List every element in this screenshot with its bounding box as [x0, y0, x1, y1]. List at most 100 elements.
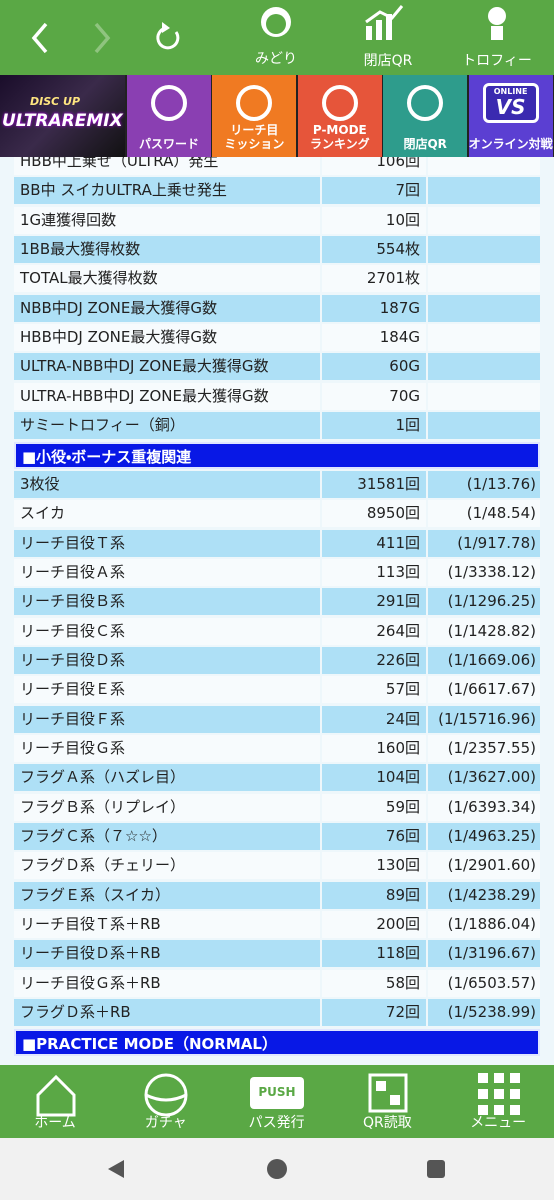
sys-back[interactable] — [108, 1160, 124, 1178]
row-label: サミートロフィー（銅） — [14, 412, 320, 440]
row-ratio: (1/48.54) — [428, 500, 540, 528]
sys-recent[interactable] — [427, 1160, 445, 1178]
badge-top: ONLINE — [493, 87, 528, 96]
row-label: リーチ目役Ｇ系＋RB — [14, 969, 320, 997]
reload-button[interactable] — [156, 22, 180, 50]
bottom-nav-item[interactable]: メニュー — [443, 1065, 553, 1138]
row-label: リーチ目役Ｄ系 — [14, 646, 320, 674]
system-nav — [0, 1138, 554, 1200]
trophy-icon — [488, 7, 506, 40]
menu-item[interactable]: パスワード — [127, 75, 211, 157]
menu-label: オンライン対戦 — [469, 137, 553, 151]
menu-label: パスワード — [127, 137, 211, 151]
logo-top: DISC UP — [30, 95, 81, 108]
bottom-nav-item[interactable]: パス発行 — [222, 1065, 332, 1138]
nav-close-qr[interactable]: 閉店QR — [363, 53, 413, 69]
row-label: ULTRA-HBB中DJ ZONE最大獲得G数 — [14, 382, 320, 410]
menu-label-line: ミッション — [224, 137, 285, 151]
row-count: 184G — [322, 324, 426, 352]
row-empty — [428, 353, 540, 381]
row-label: HBB中DJ ZONE最大獲得G数 — [14, 324, 320, 352]
menu-icon — [407, 85, 444, 121]
forward-button[interactable] — [94, 22, 111, 54]
back-button[interactable] — [31, 22, 48, 54]
logo-bottom: ULTRAREMIX — [2, 111, 123, 131]
logo[interactable]: DISC UP ULTRAREMIX — [0, 75, 125, 157]
row-ratio: (1/917.78) — [428, 529, 540, 557]
bottom-icons — [36, 1073, 520, 1117]
row-label: リーチ目役Ｔ系＋RB — [14, 911, 320, 939]
bottom-nav-item[interactable]: ホーム — [0, 1065, 110, 1138]
row-empty — [428, 157, 540, 175]
section-header: ■PRACTICE MODE（NORMAL） — [14, 1028, 540, 1056]
row-label: リーチ目役Ｂ系 — [14, 588, 320, 616]
menu-label-line: オンライン対戦 — [468, 137, 553, 151]
row-label: ULTRA-NBB中DJ ZONE最大獲得G数 — [14, 353, 320, 381]
bottom-nav-label: ガチャ — [144, 1115, 187, 1131]
home-icon — [36, 1074, 76, 1117]
badge-main: VS — [495, 95, 526, 119]
row-count: 24回 — [322, 705, 426, 733]
row-empty — [428, 177, 540, 205]
menu-label-line: 閉店QR — [403, 137, 447, 151]
row-count: 264回 — [322, 617, 426, 645]
row-count: 226回 — [322, 646, 426, 674]
menu-item[interactable]: 閉店QR — [383, 75, 468, 157]
row-ratio: (1/1428.82) — [428, 617, 540, 645]
row-label: HBB中上乗せ（ULTRA）発生 — [14, 157, 320, 175]
row-count: 59回 — [322, 793, 426, 821]
row-label: 1BB最大獲得枚数 — [14, 236, 320, 264]
row-count: 60G — [322, 353, 426, 381]
row-ratio: (1/4963.25) — [428, 823, 540, 851]
row-label: フラグＣ系（７☆☆） — [14, 823, 320, 851]
icon-shape — [236, 85, 273, 121]
row-label: スイカ — [14, 500, 320, 528]
icon-shape — [321, 85, 358, 121]
row-label: リーチ目役Ｇ系 — [14, 735, 320, 762]
row-label: フラグＤ系＋RB — [14, 999, 320, 1027]
row-count: 160回 — [322, 735, 426, 762]
bottom-nav-label: ホーム — [34, 1115, 76, 1131]
menu-label-line: リーチ目 — [230, 123, 279, 137]
bottom-nav-item[interactable]: ガチャ — [111, 1065, 221, 1138]
row-label: BB中 スイカULTRA上乗せ発生 — [14, 177, 320, 205]
row-ratio: (1/6617.67) — [428, 676, 540, 704]
row-label: TOTAL最大獲得枚数 — [14, 265, 320, 293]
push-icon — [250, 1077, 304, 1109]
sys-home[interactable] — [267, 1159, 287, 1179]
menu-label: リーチ目 ミッション — [212, 123, 296, 151]
menu-label: P-MODE ランキング — [298, 123, 382, 151]
menu-icon — [478, 1073, 520, 1115]
menu-icon — [321, 85, 358, 121]
row-count: 291回 — [322, 588, 426, 616]
row-count: 411回 — [322, 529, 426, 557]
row-empty — [428, 265, 540, 293]
row-ratio: (1/3627.00) — [428, 764, 540, 792]
icon-shape — [151, 85, 187, 121]
row-label: NBB中DJ ZONE最大獲得G数 — [14, 294, 320, 322]
row-label: フラグＢ系（リプレイ） — [14, 793, 320, 821]
row-ratio: (1/13.76) — [428, 470, 540, 498]
row-count: 31581回 — [322, 470, 426, 498]
nav-trophy[interactable]: トロフィー — [462, 53, 532, 69]
row-count: 76回 — [322, 823, 426, 851]
row-count: 7回 — [322, 177, 426, 205]
bottom-nav-item[interactable]: QR読取 — [332, 1065, 442, 1138]
section-header: ■小役・ボーナス重複関連 — [14, 441, 540, 469]
row-empty — [428, 236, 540, 264]
qr-icon — [365, 5, 404, 40]
row-count: 8950回 — [322, 500, 426, 528]
row-label: 1G連獲得回数 — [14, 206, 320, 234]
row-label: リーチ目役Ｅ系 — [14, 676, 320, 704]
nav-midori[interactable]: みどり — [255, 51, 297, 67]
row-count: 554枚 — [322, 236, 426, 264]
row-ratio: (1/4238.29) — [428, 881, 540, 909]
menu-item[interactable]: P-MODE ランキング — [297, 75, 382, 157]
menu-item[interactable]: ONLINE VS オンライン対戦 — [468, 75, 553, 157]
midori-icon — [261, 7, 291, 37]
menu-item[interactable]: リーチ目 ミッション — [212, 75, 297, 157]
row-empty — [428, 324, 540, 352]
row-ratio: (1/3196.67) — [428, 940, 540, 968]
row-ratio: (1/5238.99) — [428, 999, 540, 1027]
